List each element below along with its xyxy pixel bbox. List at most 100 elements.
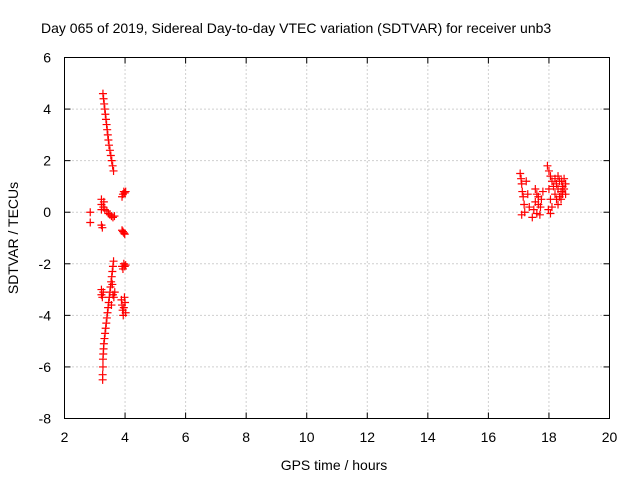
data-point [554, 200, 563, 209]
data-point [554, 172, 563, 181]
data-point [105, 146, 114, 155]
data-point [99, 288, 108, 297]
data-point [534, 192, 543, 201]
data-point [543, 161, 552, 170]
x-tick-label: 16 [481, 429, 497, 445]
x-tick-label: 6 [182, 429, 190, 445]
chart-title: Day 065 of 2019, Sidereal Day-to-day VTE… [41, 20, 551, 36]
data-point [551, 190, 559, 199]
y-tick-label: 6 [43, 50, 51, 66]
data-point [105, 141, 114, 150]
x-tick-label: 10 [299, 429, 315, 445]
data-point [522, 177, 531, 186]
data-point [120, 293, 129, 302]
data-point [557, 177, 566, 186]
data-point [100, 334, 109, 343]
data-point [107, 301, 116, 310]
data-point [103, 125, 112, 134]
x-tick-label: 2 [61, 429, 69, 445]
data-point [109, 293, 118, 302]
data-point [98, 293, 107, 302]
y-tick-label: -4 [39, 307, 52, 323]
data-point [100, 105, 109, 114]
x-tick-label: 8 [242, 429, 250, 445]
data-point [109, 166, 118, 175]
y-tick-label: -2 [39, 256, 52, 272]
data-point [119, 303, 128, 312]
data-point [546, 209, 555, 218]
data-point [99, 94, 108, 103]
y-tick-label: 2 [43, 153, 51, 169]
data-point [544, 166, 553, 175]
x-tick-label: 18 [541, 429, 557, 445]
data-point [98, 355, 107, 364]
grid [64, 57, 610, 419]
data-point [519, 192, 528, 201]
data-point [86, 208, 95, 217]
data-point [108, 267, 117, 276]
data-point [106, 151, 115, 160]
data-point [120, 188, 129, 197]
data-point [517, 174, 526, 183]
data-point [99, 197, 108, 206]
data-point [557, 195, 566, 204]
data-point [538, 187, 547, 196]
data-point [517, 179, 526, 188]
data-point [102, 120, 111, 129]
data-point [110, 288, 119, 297]
data-point [108, 161, 117, 170]
x-tick-label: 4 [121, 429, 129, 445]
data-points [86, 89, 570, 384]
data-point [98, 223, 107, 232]
data-point [107, 156, 116, 165]
x-axis-label: GPS time / hours [281, 457, 388, 473]
data-point [108, 262, 117, 271]
data-point [546, 195, 555, 204]
data-point [103, 130, 112, 139]
data-point [544, 185, 553, 194]
data-point [98, 375, 107, 384]
data-point [520, 200, 529, 209]
x-tick-label: 20 [602, 429, 618, 445]
x-tick-label: 12 [359, 429, 375, 445]
data-point [108, 213, 117, 222]
x-axis: 2 4 6 8 10 12 14 16 18 20 [61, 57, 618, 445]
data-point [101, 110, 110, 119]
data-point [102, 319, 111, 328]
data-point [100, 99, 109, 108]
data-point [546, 172, 555, 181]
plot-frame [64, 57, 610, 419]
data-point [102, 313, 111, 322]
data-point [121, 187, 130, 196]
data-point [531, 185, 540, 194]
data-point [107, 272, 116, 281]
data-point [86, 218, 95, 227]
y-axis: -8 -6 -4 -2 0 2 4 6 [39, 50, 610, 427]
data-point [109, 257, 118, 266]
data-point [525, 203, 534, 212]
data-point [104, 136, 113, 145]
data-point [101, 324, 110, 333]
data-point [121, 308, 130, 317]
data-point [120, 262, 129, 271]
data-point [560, 185, 569, 194]
y-tick-label: -8 [39, 411, 52, 427]
data-point [536, 203, 545, 212]
data-point [110, 212, 119, 221]
y-axis-label: SDTVAR / TECUs [5, 182, 21, 294]
data-point [103, 308, 112, 317]
y-tick-label: -6 [39, 359, 52, 375]
y-tick-label: 0 [43, 204, 51, 220]
data-point [121, 298, 130, 307]
x-tick-label: 14 [420, 429, 436, 445]
data-point [101, 115, 110, 124]
data-point [518, 187, 527, 196]
data-point [98, 89, 107, 98]
data-point [119, 228, 128, 237]
data-point [517, 210, 526, 219]
data-point [98, 362, 107, 371]
y-tick-label: 4 [43, 101, 51, 117]
data-point [101, 329, 110, 338]
data-point [532, 209, 541, 218]
